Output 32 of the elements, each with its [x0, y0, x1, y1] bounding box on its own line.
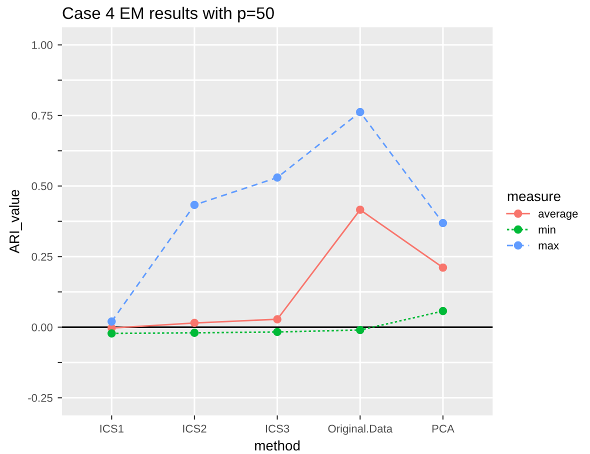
point — [273, 328, 282, 336]
point — [273, 173, 282, 182]
point — [356, 206, 364, 214]
y-tick-label: -0.25 — [28, 394, 52, 402]
x-tick-label: ICS1 — [100, 424, 124, 433]
point — [438, 263, 448, 272]
x-tick-label: Original.Data — [328, 424, 393, 435]
x-tick-label: PCA — [432, 424, 454, 433]
x-tick-label: ICS3 — [266, 424, 290, 433]
x-tick-label: ICS2 — [183, 424, 206, 433]
point — [356, 326, 364, 334]
y-tick-label: 0.50 — [32, 182, 52, 190]
y-axis-title: ARI_value — [9, 190, 22, 254]
legend-label: min — [538, 225, 556, 234]
chart-title: Case 4 EM results with p=50 — [62, 6, 274, 22]
point — [190, 318, 199, 328]
legend-label: average — [538, 212, 578, 220]
x-axis-title: method — [255, 440, 300, 451]
point — [356, 108, 364, 116]
point — [438, 306, 448, 316]
legend-label: max — [538, 243, 559, 250]
y-tick-label: 0.25 — [32, 252, 52, 261]
y-tick-label: 0.75 — [32, 112, 52, 120]
point — [107, 329, 116, 338]
y-tick-label: 1.00 — [32, 41, 52, 50]
point — [107, 317, 116, 326]
point — [273, 315, 282, 324]
point — [438, 218, 448, 228]
point — [190, 328, 199, 338]
legend-title: measure — [508, 194, 560, 202]
point — [190, 200, 199, 210]
y-tick-label: 0.00 — [32, 323, 52, 332]
